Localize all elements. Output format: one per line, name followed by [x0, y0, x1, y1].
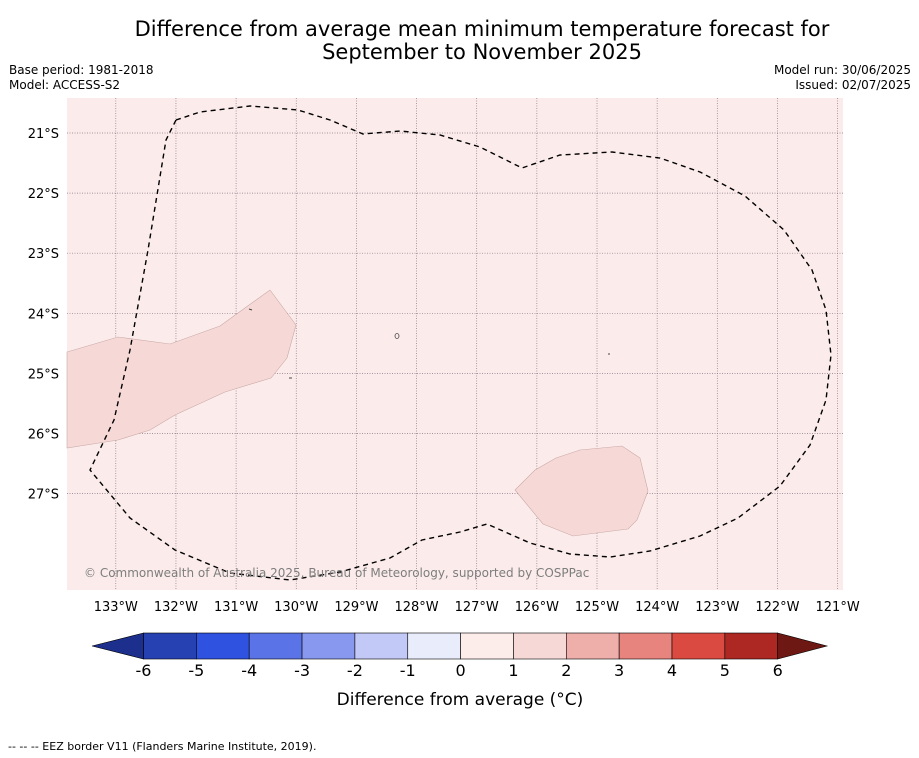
issued-text: Issued: 02/07/2025 — [795, 78, 911, 92]
colorbar-tick-label: 0 — [456, 661, 466, 680]
title-line-2: September to November 2025 — [322, 40, 642, 64]
base-period-text: Base period: 1981-2018 — [9, 63, 154, 77]
latitude-label: 24°S — [28, 307, 59, 322]
colorbar-segment — [407, 632, 461, 660]
colorbar-tick-label: -2 — [347, 661, 363, 680]
model-text: Model: ACCESS-S2 — [9, 78, 121, 92]
colorbar-segment — [513, 632, 567, 660]
latitude-label: 21°S — [28, 127, 59, 142]
latitude-label: 26°S — [28, 428, 59, 443]
longitude-label: 123°W — [695, 600, 739, 615]
island-marker — [394, 333, 400, 339]
colorbar-segment — [460, 632, 514, 660]
meta-left: Base period: 1981-2018 Model: ACCESS-S2 — [9, 63, 154, 93]
longitude-label: 121°W — [816, 600, 860, 615]
latitude-label: 25°S — [28, 367, 59, 382]
latitude-label: 27°S — [28, 488, 59, 503]
colorbar-segment — [671, 632, 726, 660]
longitude-label: 133°W — [94, 600, 138, 615]
longitude-label: 131°W — [214, 600, 258, 615]
title-line-1: Difference from average mean minimum tem… — [134, 17, 830, 41]
colorbar-tick-label: -5 — [188, 661, 204, 680]
colorbar-segment — [724, 632, 778, 660]
longitude-label: 132°W — [154, 600, 198, 615]
colorbar-tick-label: 5 — [720, 661, 730, 680]
anomaly-patch-southeast — [514, 445, 649, 537]
chart-title: Difference from average mean minimum tem… — [0, 18, 919, 64]
colorbar — [91, 632, 829, 660]
latitude-labels: 21°S 22°S 23°S 24°S 25°S 26°S 27°S — [28, 127, 59, 503]
colorbar-segment — [248, 632, 303, 660]
colorbar-tick-label: 4 — [667, 661, 677, 680]
longitude-label: 124°W — [635, 600, 679, 615]
copyright-text: © Commonwealth of Australia 2025, Bureau… — [84, 566, 589, 580]
colorbar-tick-label: 2 — [561, 661, 571, 680]
colorbar-tick-label: -4 — [241, 661, 257, 680]
eez-border — [89, 105, 832, 581]
colorbar-segment — [301, 632, 356, 660]
anomaly-patch-west — [66, 289, 297, 449]
longitude-label: 122°W — [755, 600, 799, 615]
island-marker — [248, 308, 253, 311]
colorbar-segment — [618, 632, 673, 660]
colorbar-ticks: -6 -5 -4 -3 -2 -1 0 1 2 3 4 5 6 — [136, 661, 783, 680]
colorbar-extend-low — [91, 632, 144, 660]
colorbar-segment — [354, 632, 409, 660]
longitude-label: 126°W — [515, 600, 559, 615]
meta-right: Model run: 30/06/2025 Issued: 02/07/2025 — [774, 63, 911, 93]
latitude-label: 22°S — [28, 187, 59, 202]
longitude-label: 129°W — [334, 600, 378, 615]
colorbar-tick-label: 1 — [508, 661, 518, 680]
colorbar-label: Difference from average (°C) — [337, 690, 584, 710]
latitude-label: 23°S — [28, 247, 59, 262]
longitude-label: 128°W — [394, 600, 438, 615]
colorbar-tick-label: 6 — [773, 661, 783, 680]
colorbar-segment — [565, 632, 620, 660]
longitude-label: 130°W — [274, 600, 318, 615]
model-run-text: Model run: 30/06/2025 — [773, 63, 911, 77]
colorbar-extend-high — [777, 632, 829, 660]
longitude-label: 125°W — [575, 600, 619, 615]
colorbar-segment — [196, 632, 250, 660]
longitude-labels: 133°W 132°W 131°W 130°W 129°W 128°W 127°W 126°W… — [94, 600, 860, 615]
colorbar-tick-label: -3 — [294, 661, 310, 680]
colorbar-tick-label: -1 — [400, 661, 416, 680]
colorbar-tick-label: 3 — [614, 661, 624, 680]
eez-legend-note: -- -- -- EEZ border V11 (Flanders Marine… — [8, 740, 317, 753]
colorbar-segment — [143, 632, 197, 660]
longitude-label: 127°W — [455, 600, 499, 615]
colorbar-tick-label: -6 — [136, 661, 152, 680]
